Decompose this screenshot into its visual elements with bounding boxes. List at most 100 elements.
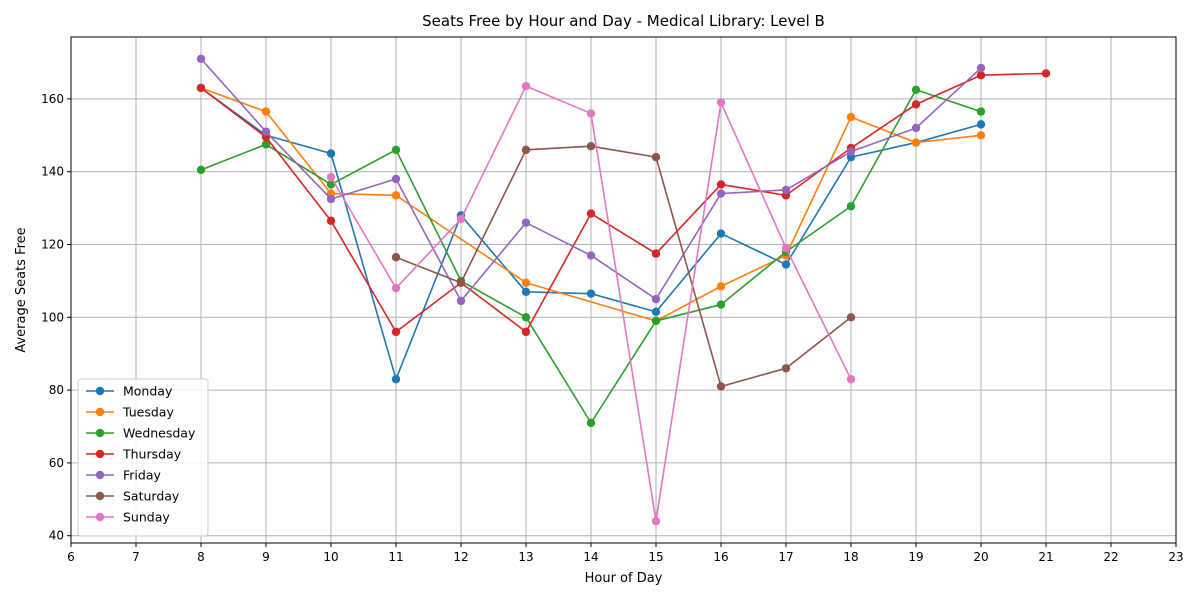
x-tick-label: 10 [323,550,338,564]
data-point [651,516,661,526]
data-point [781,260,791,269]
data-point [261,107,271,116]
data-point [651,249,661,258]
legend-item: Tuesday [86,405,174,420]
data-point [716,189,726,198]
legend-item: Friday [86,468,161,483]
legend-item: Monday [86,384,173,399]
legend: Monday Tuesday Wednesday Thursday Friday Satu… [77,378,209,537]
legend-label: Friday [123,468,161,483]
data-point [716,180,726,189]
y-tick-label: 60 [49,456,64,470]
data-point [976,71,986,80]
x-tick-label: 13 [518,550,533,564]
data-point [521,287,531,297]
series-line [200,72,1047,333]
data-point [976,120,986,129]
x-tick-label: 19 [908,550,923,564]
data-point [716,382,726,391]
x-tick-label: 7 [132,550,140,564]
data-point [586,209,596,218]
data-point [911,100,921,109]
x-tick-label: 21 [1038,550,1053,564]
data-point [716,282,726,291]
series-sunday [326,81,856,526]
data-point [781,243,791,253]
series-friday [196,54,986,306]
x-tick-label: 9 [262,550,270,564]
x-tick-label: 18 [843,550,858,564]
tick-layer: 6 7 8 9 10 11 12 13 14 15 16 17 18 19 20 21 22 23 40 60 80 10… [41,92,1184,564]
data-point [651,307,661,317]
data-point [196,54,206,64]
data-point [326,216,336,226]
data-point [391,145,401,155]
data-point [846,112,856,122]
data-point [911,85,921,94]
data-point [196,83,206,93]
data-point [521,218,531,227]
data-point [651,152,661,162]
data-point [521,327,531,337]
data-point [521,278,531,287]
data-point [716,229,726,238]
x-axis-label: Hour of Day [585,571,663,586]
legend-swatch-marker [95,407,105,417]
plot-frame [70,36,1177,544]
legend-item: Saturday [86,489,180,504]
series-line [395,145,852,388]
x-tick-label: 15 [648,550,663,564]
series-saturday [391,142,856,391]
data-point [326,194,336,204]
legend-swatch-marker [95,470,105,480]
data-point [586,109,596,118]
legend-label: Thursday [122,447,182,462]
data-point [261,140,271,149]
x-tick-label: 12 [453,550,468,564]
data-point [846,147,856,156]
data-point [586,142,596,151]
legend-item: Wednesday [86,426,196,441]
data-point [586,289,596,298]
y-tick-label: 160 [41,92,64,106]
legend-swatch-marker [95,491,105,501]
data-point [1041,69,1051,78]
data-point [846,313,856,322]
data-point [456,296,466,306]
data-point [261,127,271,136]
x-tick-label: 14 [583,550,598,564]
legend-label: Sunday [123,510,170,525]
data-point [391,327,401,337]
legend-label: Monday [123,384,173,399]
y-axis-label: Average Seats Free [14,227,29,352]
data-point [521,313,531,322]
y-tick-label: 140 [41,165,64,179]
data-point [326,180,336,189]
data-point [846,374,856,384]
data-point [326,172,336,182]
y-tick-label: 100 [41,310,64,324]
legend-label: Tuesday [122,405,174,420]
x-tick-label: 8 [197,550,205,564]
data-point [456,278,466,287]
data-point [586,418,596,428]
y-tick-label: 80 [49,383,64,397]
data-point [391,374,401,384]
data-point [911,138,921,147]
data-point [976,63,986,73]
x-tick-label: 20 [973,550,988,564]
data-point [846,202,856,211]
legend-swatch-marker [95,512,105,522]
data-point [586,251,596,260]
data-point [391,174,401,184]
data-point [911,123,921,133]
grid-layer [70,37,1177,543]
data-point [651,294,661,304]
data-point [391,253,401,262]
legend-item: Sunday [86,510,170,525]
x-tick-label: 6 [67,550,75,564]
x-tick-label: 22 [1103,550,1118,564]
chart-title: Seats Free by Hour and Day - Medical Lib… [422,12,825,30]
